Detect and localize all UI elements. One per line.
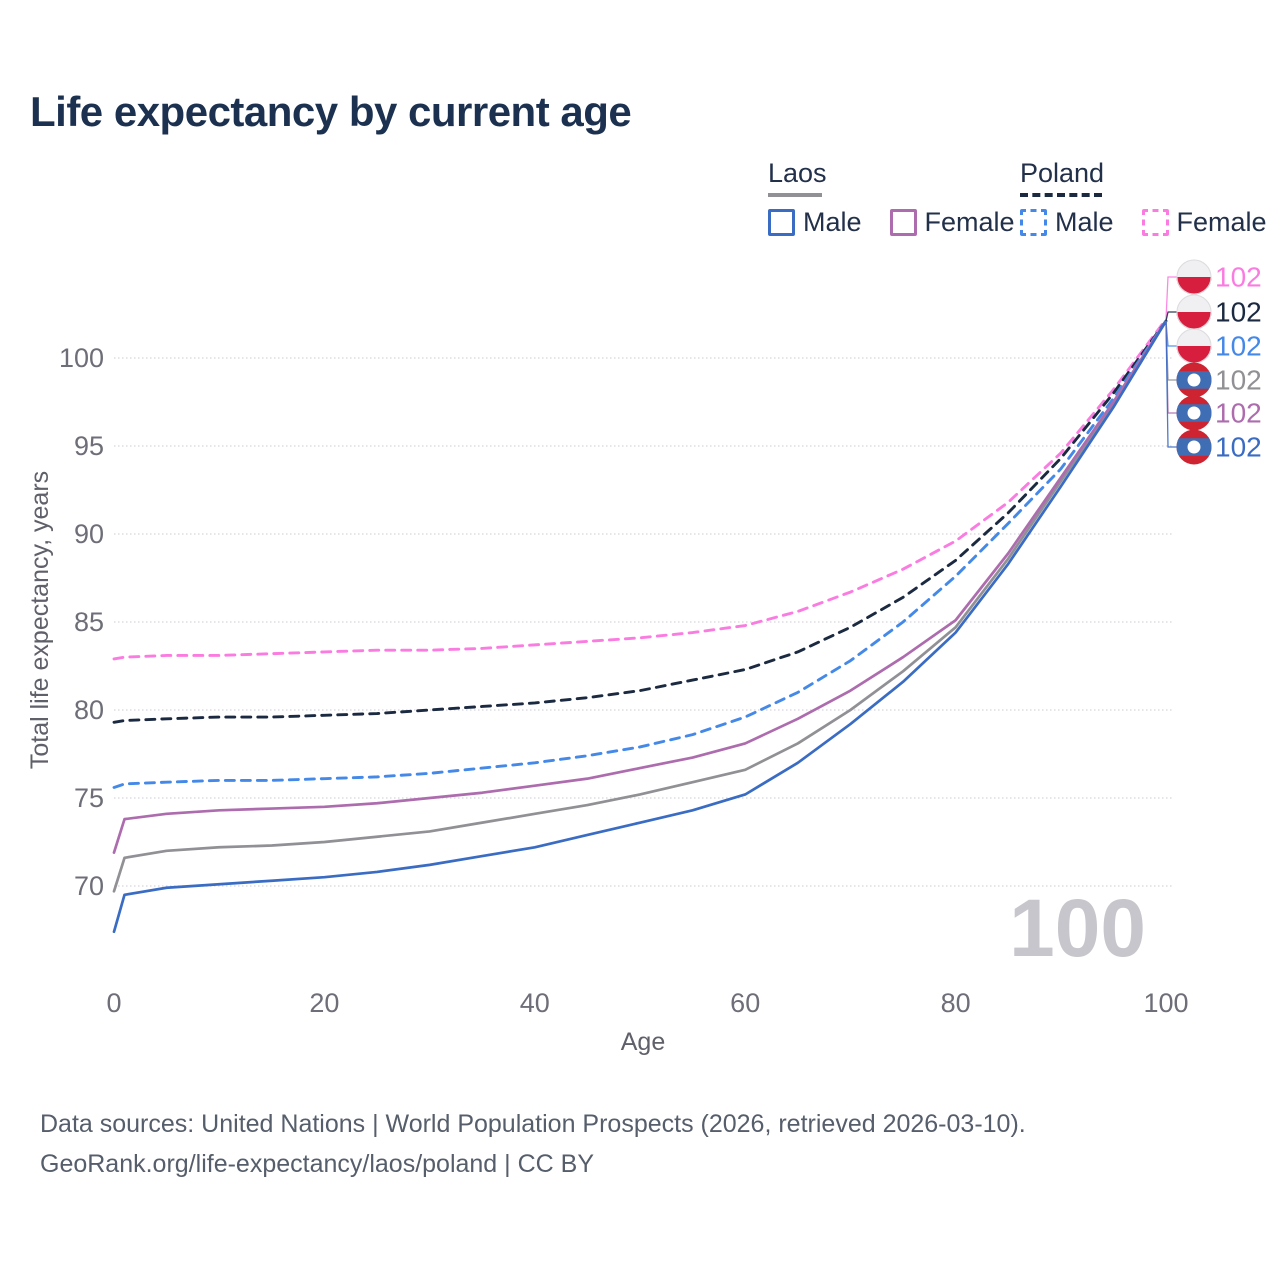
legend-country-poland[interactable]: Poland	[1020, 158, 1105, 188]
y-tick-label: 90	[74, 519, 104, 549]
y-tick-label: 75	[74, 783, 104, 813]
laos-flag-icon	[1176, 395, 1212, 431]
x-tick-label: 40	[520, 988, 550, 1018]
laos-male-swatch	[768, 209, 795, 236]
y-tick-label: 70	[74, 871, 104, 901]
legend-group-poland: Poland Male Female	[1020, 158, 1267, 238]
legend-item-laos-male[interactable]: Male	[768, 207, 862, 238]
attribution-line[interactable]: GeoRank.org/life-expectancy/laos/poland …	[40, 1150, 595, 1178]
footer: Data sources: United Nations | World Pop…	[40, 1104, 1026, 1184]
y-tick-label: 100	[59, 343, 104, 373]
end-value-label-laos-total: 102	[1215, 365, 1262, 396]
page-title: Life expectancy by current age	[30, 88, 632, 135]
series-line-laos-total[interactable]	[112, 319, 1168, 893]
legend-group-laos: Laos Male Female	[768, 158, 1015, 238]
end-value-label-poland-total: 102	[1215, 297, 1262, 328]
end-value-label-poland-male: 102	[1215, 331, 1262, 362]
end-label-connector	[1165, 320, 1177, 347]
hover-age-watermark: 100	[1009, 883, 1146, 974]
y-tick-label: 85	[74, 607, 104, 637]
legend-label: Male	[1055, 207, 1114, 237]
series-line-laos-male[interactable]	[112, 319, 1168, 934]
end-label-connector	[1165, 311, 1177, 322]
y-axis-title: Total life expectancy, years	[26, 471, 54, 769]
x-tick-label: 80	[941, 988, 971, 1018]
x-tick-label: 60	[730, 988, 760, 1018]
poland-flag-icon	[1176, 294, 1212, 330]
series-line-laos-female[interactable]	[112, 319, 1168, 854]
laos-flag-icon	[1176, 429, 1212, 465]
laos-female-swatch	[889, 209, 917, 236]
legend-item-poland-male[interactable]: Male	[1020, 207, 1114, 238]
legend-item-laos-female[interactable]: Female	[889, 207, 1015, 238]
y-tick-label: 80	[74, 695, 104, 725]
legend-label: Female	[1176, 207, 1267, 237]
legend-country-laos[interactable]: Laos	[768, 158, 827, 188]
laos-total-line-sample	[768, 193, 822, 197]
legend-item-poland-female[interactable]: Female	[1141, 207, 1267, 238]
poland-female-swatch	[1141, 209, 1169, 236]
x-tick-label: 100	[1143, 988, 1188, 1018]
poland-flag-icon	[1176, 259, 1212, 295]
end-label-connector	[1165, 321, 1177, 448]
series-line-poland-female[interactable]	[112, 317, 1168, 661]
end-label-connector	[1165, 276, 1177, 320]
x-axis-title: Age	[621, 1028, 665, 1056]
series-line-poland-total[interactable]	[112, 319, 1168, 724]
poland-total-line-sample	[1020, 193, 1102, 197]
legend-label: Male	[803, 207, 862, 237]
data-sources-line: Data sources: United Nations | World Pop…	[40, 1110, 1026, 1138]
x-tick-label: 20	[309, 988, 339, 1018]
end-value-label-laos-female: 102	[1215, 398, 1262, 429]
legend-label: Female	[924, 207, 1015, 237]
end-value-label-laos-male: 102	[1215, 432, 1262, 463]
poland-flag-icon	[1176, 328, 1212, 364]
laos-flag-icon	[1176, 362, 1212, 398]
x-tick-label: 0	[106, 988, 121, 1018]
end-value-label-poland-female: 102	[1215, 262, 1262, 293]
poland-male-swatch	[1020, 209, 1047, 236]
y-tick-label: 95	[74, 431, 104, 461]
series-line-poland-male[interactable]	[112, 319, 1168, 789]
